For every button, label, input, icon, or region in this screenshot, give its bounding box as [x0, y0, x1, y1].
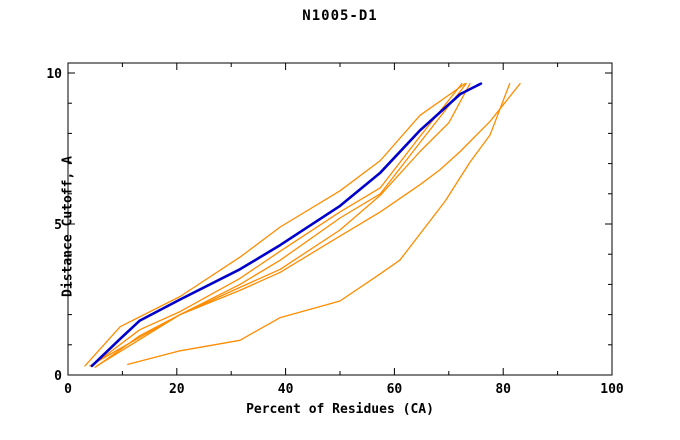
series-line-orange-pair-1	[91, 82, 463, 367]
series-line-blue-main	[90, 82, 483, 368]
x-tick-label: 0	[64, 382, 72, 397]
x-tick-label: 60	[387, 382, 403, 397]
x-tick-label: 20	[169, 382, 185, 397]
x-tick-label: 80	[495, 382, 511, 397]
plot-frame	[67, 62, 613, 376]
chart-title: N1005-D1	[302, 8, 378, 24]
x-tick-label: 100	[600, 382, 624, 397]
series-line-orange-pair-2	[94, 82, 467, 369]
series-line-orange-top	[84, 82, 466, 367]
x-tick-label: 40	[278, 382, 294, 397]
series-line-orange-right-shallow	[96, 82, 521, 367]
series-line-orange-low-late-start	[127, 82, 511, 366]
x-axis-label: Percent of Residues (CA)	[246, 402, 434, 417]
series-line-orange-mid	[89, 82, 471, 367]
y-tick-label: 10	[46, 67, 62, 82]
y-tick-label: 5	[54, 218, 62, 233]
y-tick-label: 0	[54, 369, 62, 384]
